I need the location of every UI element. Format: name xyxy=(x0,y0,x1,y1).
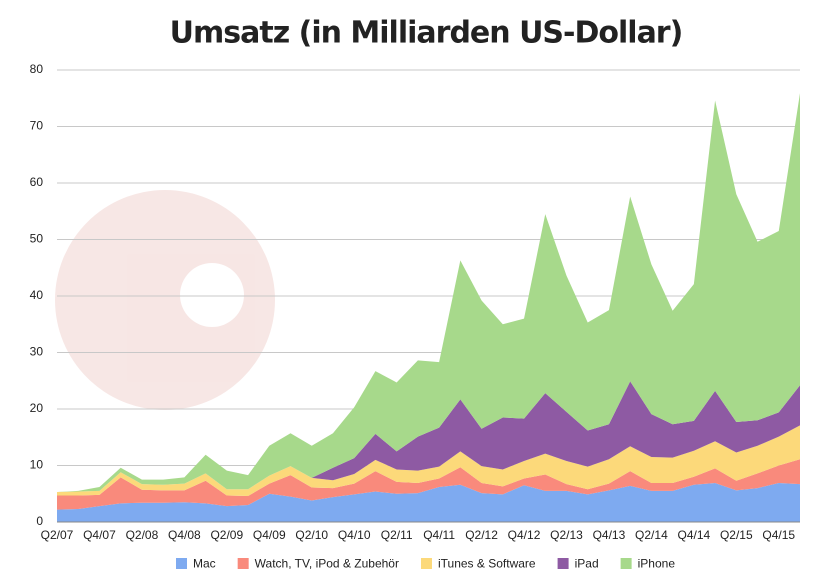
y-tick-label: 80 xyxy=(30,62,44,76)
y-tick-label: 70 xyxy=(30,119,44,133)
x-tick-label: Q2/15 xyxy=(720,528,753,542)
x-tick-label: Q2/14 xyxy=(635,528,668,542)
x-tick-label: Q2/07 xyxy=(41,528,74,542)
y-tick-label: 50 xyxy=(30,232,44,246)
x-tick-label: Q2/12 xyxy=(465,528,498,542)
legend-swatch xyxy=(237,558,249,569)
y-tick-label: 60 xyxy=(30,175,44,189)
area xyxy=(57,459,800,510)
x-tick-label: Q4/13 xyxy=(593,528,626,542)
legend: Mac Watch, TV, iPod & Zubehör iTunes & So… xyxy=(176,557,675,571)
x-tick-label: Q4/11 xyxy=(423,528,455,542)
watermark-logo xyxy=(55,190,275,410)
legend-swatch xyxy=(420,558,432,569)
y-tick-label: 10 xyxy=(30,458,44,472)
area xyxy=(57,483,800,522)
x-tick-label: Q2/09 xyxy=(210,528,243,542)
watermark-logo-hole xyxy=(180,263,244,327)
x-tick-label: Q4/09 xyxy=(253,528,286,542)
legend-swatch xyxy=(620,558,632,569)
x-tick-label: Q4/14 xyxy=(678,528,711,542)
area xyxy=(57,93,800,493)
y-tick-label: 0 xyxy=(36,514,43,528)
x-tick-label: Q2/08 xyxy=(126,528,159,542)
x-tick-label: Q4/10 xyxy=(338,528,371,542)
legend-label: iPhone xyxy=(638,557,676,571)
legend-label: Watch, TV, iPod & Zubehör xyxy=(255,557,399,571)
legend-swatch xyxy=(557,558,569,569)
legend-swatch xyxy=(176,558,187,569)
area xyxy=(57,425,800,497)
y-tick-label: 30 xyxy=(30,345,44,359)
legend-label: Mac xyxy=(193,557,216,571)
y-tick-label: 20 xyxy=(30,401,44,415)
area xyxy=(57,381,800,493)
x-tick-label: Q4/12 xyxy=(508,528,541,542)
watermark xyxy=(55,190,275,410)
x-tick-label: Q4/07 xyxy=(83,528,116,542)
x-tick-label: Q2/13 xyxy=(550,528,583,542)
x-tick-label: Q2/10 xyxy=(295,528,328,542)
y-tick-label: 40 xyxy=(30,288,44,302)
x-tick-label: Q4/08 xyxy=(168,528,201,542)
x-tick-label: Q4/15 xyxy=(762,528,795,542)
chart-title: Umsatz (in Milliarden US-Dollar) xyxy=(170,16,683,51)
legend-label: iPad xyxy=(575,557,599,571)
x-tick-label: Q2/11 xyxy=(381,528,413,542)
legend-label: iTunes & Software xyxy=(438,557,536,571)
